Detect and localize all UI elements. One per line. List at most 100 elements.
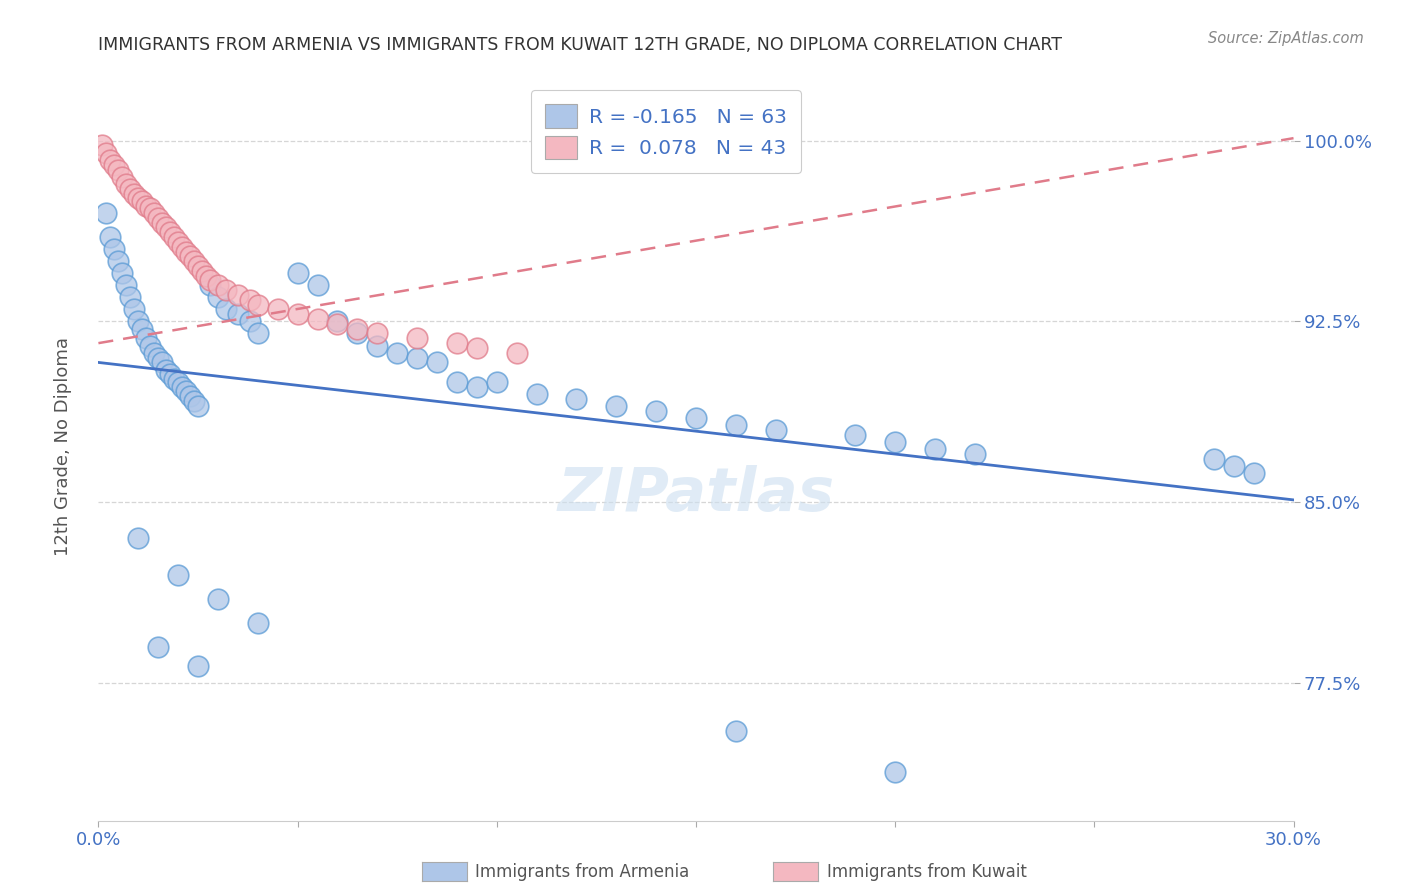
- Text: Immigrants from Kuwait: Immigrants from Kuwait: [827, 863, 1026, 881]
- Point: [127, 532, 149, 546]
- Point: [195, 268, 218, 283]
- Point: [127, 191, 149, 205]
- Point: [148, 351, 170, 365]
- Point: [167, 235, 190, 249]
- Point: [385, 346, 409, 360]
- Point: [163, 372, 186, 386]
- Point: [246, 297, 269, 311]
- Point: [307, 312, 329, 326]
- Point: [150, 216, 173, 230]
- Point: [120, 290, 142, 304]
- Point: [115, 177, 138, 191]
- Point: [143, 346, 166, 360]
- Point: [884, 435, 907, 450]
- Point: [167, 375, 190, 389]
- Point: [446, 336, 468, 351]
- Point: [565, 392, 588, 406]
- Point: [239, 293, 262, 307]
- Point: [326, 314, 349, 328]
- Point: [526, 386, 548, 401]
- Point: [844, 427, 866, 442]
- Point: [287, 307, 309, 321]
- Point: [155, 362, 177, 376]
- Point: [148, 211, 170, 225]
- Point: [307, 278, 329, 293]
- Point: [685, 411, 707, 425]
- Point: [91, 138, 114, 153]
- Point: [131, 194, 153, 208]
- Point: [107, 254, 129, 268]
- Point: [172, 240, 194, 254]
- Point: [96, 145, 118, 160]
- Point: [131, 321, 153, 335]
- Point: [127, 314, 149, 328]
- Point: [765, 423, 787, 437]
- Point: [198, 273, 221, 287]
- Point: [267, 302, 290, 317]
- Point: [167, 567, 190, 582]
- Point: [207, 591, 229, 606]
- Point: [98, 230, 122, 244]
- Point: [924, 442, 946, 457]
- Point: [485, 375, 508, 389]
- Point: [645, 403, 668, 417]
- Point: [1202, 451, 1225, 466]
- Point: [963, 447, 986, 461]
- Point: [103, 242, 125, 256]
- Point: [111, 169, 134, 184]
- Point: [406, 351, 429, 365]
- Point: [465, 341, 488, 355]
- Text: IMMIGRANTS FROM ARMENIA VS IMMIGRANTS FROM KUWAIT 12TH GRADE, NO DIPLOMA CORRELA: IMMIGRANTS FROM ARMENIA VS IMMIGRANTS FR…: [98, 36, 1063, 54]
- Point: [884, 765, 907, 780]
- Point: [159, 225, 181, 239]
- Point: [96, 206, 118, 220]
- Point: [179, 389, 201, 403]
- Point: [107, 162, 129, 177]
- Point: [346, 321, 368, 335]
- Point: [187, 399, 209, 413]
- Point: [124, 302, 146, 317]
- Point: [103, 158, 125, 172]
- Point: [465, 379, 488, 393]
- Point: [163, 230, 186, 244]
- Point: [724, 724, 747, 739]
- Point: [143, 206, 166, 220]
- Text: Source: ZipAtlas.com: Source: ZipAtlas.com: [1208, 31, 1364, 46]
- Legend: R = -0.165   N = 63, R =  0.078   N = 43: R = -0.165 N = 63, R = 0.078 N = 43: [531, 90, 801, 173]
- Text: ZIPatlas: ZIPatlas: [557, 466, 835, 524]
- Point: [207, 278, 229, 293]
- Point: [135, 199, 157, 213]
- Point: [1243, 467, 1265, 481]
- Point: [139, 201, 162, 215]
- Point: [155, 220, 177, 235]
- Point: [174, 244, 197, 259]
- Point: [239, 314, 262, 328]
- Point: [366, 338, 388, 352]
- Point: [187, 659, 209, 673]
- Point: [120, 182, 142, 196]
- Point: [174, 384, 197, 399]
- Point: [426, 355, 449, 369]
- Point: [406, 331, 429, 345]
- Point: [246, 326, 269, 341]
- Point: [172, 379, 194, 393]
- Point: [148, 640, 170, 654]
- Point: [111, 266, 134, 280]
- Point: [183, 254, 205, 268]
- Point: [183, 394, 205, 409]
- Point: [98, 153, 122, 167]
- Point: [215, 283, 238, 297]
- Point: [506, 346, 529, 360]
- Point: [246, 615, 269, 630]
- Point: [215, 302, 238, 317]
- Point: [346, 326, 368, 341]
- Point: [179, 249, 201, 263]
- Point: [124, 186, 146, 201]
- Point: [150, 355, 173, 369]
- Text: Immigrants from Armenia: Immigrants from Armenia: [475, 863, 689, 881]
- Point: [226, 288, 249, 302]
- Point: [198, 278, 221, 293]
- Point: [287, 266, 309, 280]
- Point: [191, 264, 214, 278]
- Point: [366, 326, 388, 341]
